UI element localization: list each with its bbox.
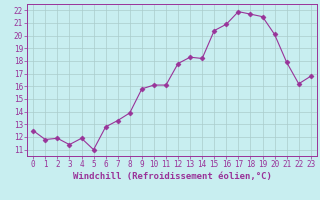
X-axis label: Windchill (Refroidissement éolien,°C): Windchill (Refroidissement éolien,°C) bbox=[73, 172, 271, 181]
